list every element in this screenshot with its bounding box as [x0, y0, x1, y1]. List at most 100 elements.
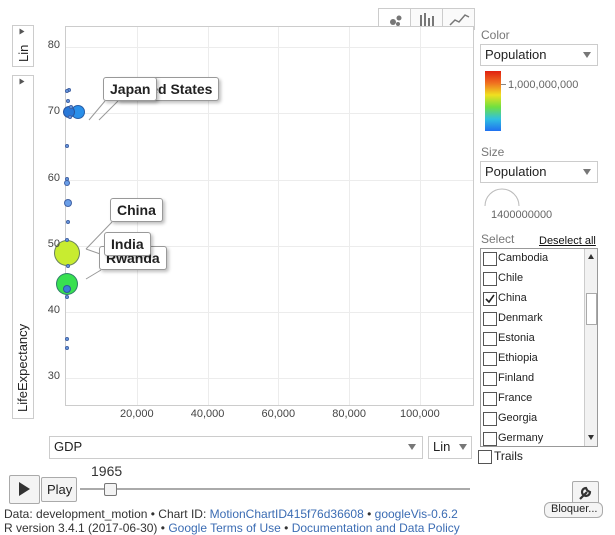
color-select[interactable]: Population [480, 44, 598, 66]
x-variable-select[interactable]: GDP [49, 436, 423, 459]
size-value: Population [485, 164, 547, 179]
bubble[interactable] [65, 263, 70, 268]
bubble[interactable] [65, 176, 70, 181]
size-legend-circle [484, 188, 520, 207]
bubble-india[interactable] [56, 272, 79, 295]
gridline-y [66, 312, 473, 314]
size-select[interactable]: Population [480, 161, 598, 183]
play-icon [19, 482, 30, 496]
list-item[interactable]: Cambodia [481, 249, 581, 269]
country-name: France [498, 392, 533, 404]
x-scale-label: Lin [433, 439, 451, 454]
bubble[interactable] [65, 337, 70, 342]
x-variable-label: GDP [54, 439, 83, 454]
country-name: Finland [498, 372, 535, 384]
play-button[interactable]: Play [41, 477, 77, 502]
x-scale-select[interactable]: Lin [428, 436, 472, 459]
bubble[interactable] [68, 115, 73, 120]
country-checkbox[interactable] [483, 292, 497, 306]
bubble-label-china[interactable]: China [110, 198, 163, 222]
country-checkbox[interactable] [483, 352, 497, 366]
y-variable-select[interactable]: LifeExpectancy [12, 75, 34, 419]
gridline-y [66, 245, 473, 247]
footer-line-2: R version 3.4.1 (2017-06-30) • Google Te… [4, 521, 460, 535]
time-slider-track[interactable] [80, 488, 470, 490]
policy-link[interactable]: Documentation and Data Policy [291, 521, 460, 535]
gridline-y [66, 46, 473, 48]
footer-separator: • [367, 507, 372, 521]
country-name: Ethiopia [498, 352, 538, 364]
bubble-label-india[interactable]: India [104, 232, 151, 256]
color-legend-tick [501, 84, 506, 85]
list-item[interactable]: Ethiopia [481, 349, 581, 369]
country-name: Georgia [498, 412, 538, 424]
bubble[interactable] [65, 144, 70, 149]
scroll-down-icon[interactable] [588, 435, 594, 440]
bubble[interactable] [69, 104, 74, 109]
country-checkbox[interactable] [483, 412, 497, 426]
list-item[interactable]: China [481, 289, 581, 309]
play-icon-button[interactable] [9, 475, 40, 504]
deselect-all-link[interactable]: Deselect all [539, 235, 596, 247]
bubble[interactable] [65, 294, 70, 299]
gridline-y [66, 179, 473, 181]
x-tick-label: 40,000 [190, 408, 225, 420]
y-tick-label: 70 [47, 105, 60, 118]
time-slider-handle[interactable] [104, 483, 117, 496]
list-scrollbar[interactable] [584, 249, 597, 446]
scroll-up-icon[interactable] [588, 254, 594, 259]
color-label: Color [481, 28, 510, 42]
select-label: Select [481, 232, 515, 246]
country-checkbox[interactable] [483, 372, 497, 386]
bubble[interactable] [65, 88, 70, 93]
country-checkbox[interactable] [483, 272, 497, 286]
color-value: Population [485, 47, 547, 62]
country-checkbox[interactable] [483, 432, 497, 446]
size-label: Size [481, 145, 505, 159]
bubble[interactable] [65, 237, 70, 242]
settings-wrench-button[interactable] [572, 481, 599, 505]
list-item[interactable]: Chile [481, 269, 581, 289]
label-connector [85, 221, 113, 250]
bubble[interactable] [63, 199, 72, 208]
plot-area[interactable]: China Rwanda India United States Japan [54, 26, 474, 406]
y-scale-select[interactable]: Lin [12, 25, 34, 67]
gridline-x [419, 27, 421, 405]
googlevis-link[interactable]: googleVis-0.6.2 [374, 507, 458, 521]
list-item[interactable]: Germany [481, 429, 581, 446]
terms-link[interactable]: Google Terms of Use [168, 521, 281, 535]
country-checkbox[interactable] [483, 312, 497, 326]
country-checkbox[interactable] [483, 332, 497, 346]
chevron-down-icon [19, 28, 25, 35]
tab-line-chart[interactable] [442, 8, 475, 30]
bubble[interactable] [66, 219, 71, 224]
list-item[interactable]: Georgia [481, 409, 581, 429]
list-item[interactable]: France [481, 389, 581, 409]
chevron-down-icon [459, 444, 467, 450]
x-tick-label: 80,000 [332, 408, 366, 420]
bloquer-button[interactable]: Bloquer... [544, 502, 603, 518]
trails-checkbox[interactable] [478, 450, 492, 464]
country-list[interactable]: Germany Georgia France Finland Ethiopia Eston… [480, 248, 598, 447]
chart-id-link[interactable]: MotionChartID415f76d36608 [209, 507, 364, 521]
list-item[interactable]: Denmark [481, 309, 581, 329]
list-item[interactable]: Finland [481, 369, 581, 389]
list-item[interactable]: Estonia [481, 329, 581, 349]
country-name: Chile [498, 272, 524, 284]
y-scale-label: Lin [16, 44, 31, 62]
country-checkbox[interactable] [483, 252, 497, 266]
label-connectors [85, 100, 119, 280]
label-connector [85, 269, 102, 280]
scroll-thumb[interactable] [586, 293, 597, 325]
color-legend-gradient [485, 71, 501, 131]
bubble-label-japan[interactable]: Japan [103, 77, 158, 101]
country-name: Germany [498, 432, 544, 444]
country-checkbox[interactable] [483, 392, 497, 406]
y-tick-label: 50 [47, 237, 60, 250]
bubble[interactable] [65, 345, 70, 350]
bubble-rwanda[interactable] [63, 284, 72, 293]
y-tick-label: 80 [47, 38, 60, 51]
chevron-down-icon [408, 444, 416, 450]
wrench-icon [579, 486, 592, 500]
bubble[interactable] [66, 99, 71, 104]
